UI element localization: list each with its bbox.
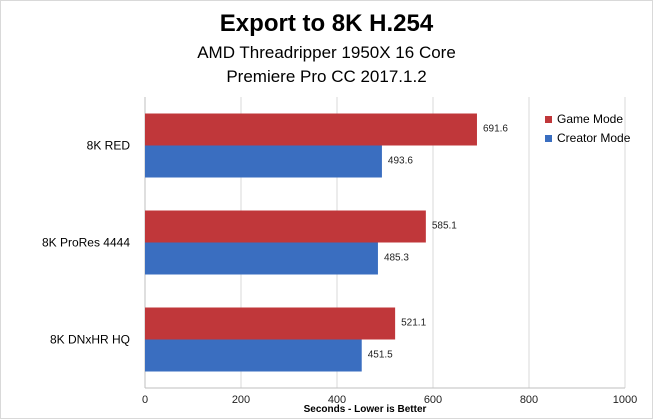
bar-creator-mode	[145, 242, 378, 275]
x-tick-label: 800	[520, 394, 538, 406]
legend-swatch-game-mode	[545, 116, 552, 123]
x-tick-label: 0	[142, 394, 148, 406]
legend-label-creator-mode: Creator Mode	[557, 131, 631, 145]
bar-creator-mode	[145, 339, 362, 372]
x-axis-title: Seconds - Lower is Better	[304, 404, 427, 415]
chart-subtitle-line-1: AMD Threadripper 1950X 16 Core	[197, 43, 456, 62]
category-label: 8K ProRes 4444	[42, 236, 130, 250]
x-tick-label: 200	[232, 394, 250, 406]
data-label-creator-mode: 493.6	[388, 156, 413, 167]
chart-legend: Game Mode Creator Mode	[545, 110, 630, 148]
data-label-game-mode: 521.1	[401, 318, 426, 329]
category-label: 8K DNxHR HQ	[50, 333, 130, 347]
legend-swatch-creator-mode	[545, 135, 552, 142]
category-label: 8K RED	[87, 139, 131, 153]
bar-game-mode	[145, 113, 477, 146]
legend-item-game-mode: Game Mode	[545, 110, 630, 129]
x-tick-label: 600	[424, 394, 442, 406]
data-label-game-mode: 585.1	[432, 221, 457, 232]
x-tick-label: 400	[328, 394, 346, 406]
bar-creator-mode	[145, 145, 382, 178]
legend-label-game-mode: Game Mode	[557, 112, 624, 126]
data-label-game-mode: 691.6	[483, 124, 508, 135]
chart-title: Export to 8K H.254	[219, 10, 434, 37]
chart-subtitle-line-2: Premiere Pro CC 2017.1.2	[226, 67, 427, 86]
legend-item-creator-mode: Creator Mode	[545, 129, 630, 148]
data-label-creator-mode: 485.3	[384, 253, 409, 264]
data-label-creator-mode: 451.5	[368, 350, 393, 361]
bar-game-mode	[145, 307, 396, 340]
bar-game-mode	[145, 210, 426, 243]
x-tick-label: 1000	[613, 394, 637, 406]
